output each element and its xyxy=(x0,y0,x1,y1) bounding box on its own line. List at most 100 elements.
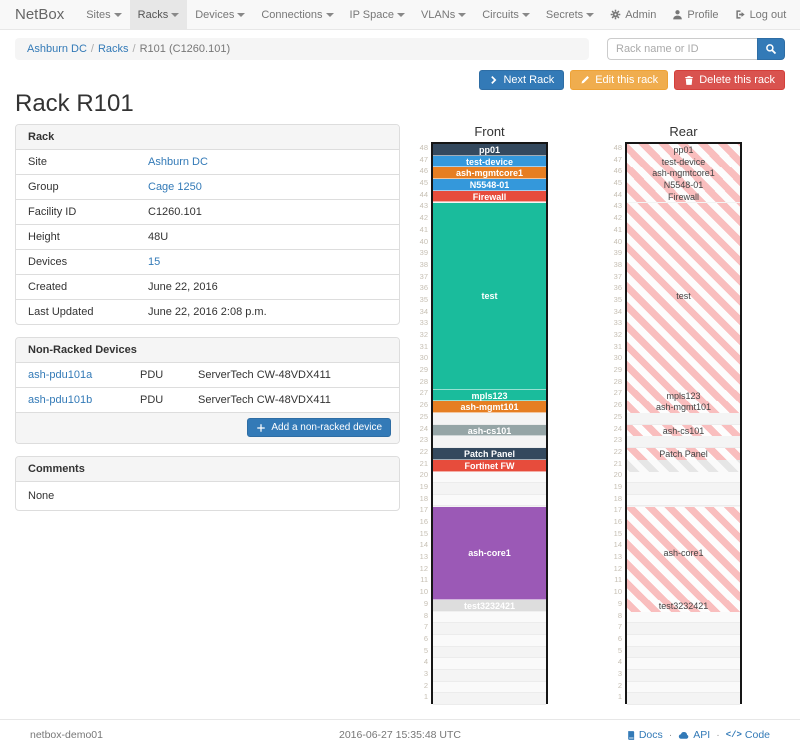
unit-number: 15 xyxy=(419,528,428,538)
book-icon xyxy=(626,730,636,741)
delete-rack-button[interactable]: Delete this rack xyxy=(674,70,785,90)
device-block-ash-mgmt101[interactable]: ash-mgmt101 xyxy=(627,401,740,414)
footer-link-api[interactable]: API xyxy=(678,729,710,741)
chevron-down-icon xyxy=(171,13,180,18)
unit-number: 8 xyxy=(617,610,622,620)
unit-number: 44 xyxy=(613,189,622,199)
content-row: Rack Site Ashburn DC Group Cage 1250 Facilit… xyxy=(15,124,785,705)
non-racked-panel-title: Non-Racked Devices xyxy=(16,338,399,363)
unit-number: 45 xyxy=(613,178,622,188)
search-input[interactable] xyxy=(607,38,757,60)
nav-item-sites[interactable]: Sites xyxy=(78,0,129,29)
unit-number: 5 xyxy=(617,645,622,655)
search-button[interactable] xyxy=(757,38,785,60)
chevron-down-icon xyxy=(237,13,246,18)
device-block-pp01[interactable]: pp01 xyxy=(627,144,740,156)
rack-detail-value[interactable]: Ashburn DC xyxy=(148,156,208,168)
unit-number: 31 xyxy=(419,341,428,351)
footer-link-docs[interactable]: Docs xyxy=(626,729,663,741)
edit-rack-button[interactable]: Edit this rack xyxy=(570,70,669,90)
unit-number: 36 xyxy=(419,283,428,293)
device-link[interactable]: ash-pdu101a xyxy=(28,369,93,381)
unit-number: 39 xyxy=(613,248,622,258)
rack-unit-slot xyxy=(433,623,546,635)
main-container: Ashburn DC/Racks/R101 (C1260.101) Next R… xyxy=(0,30,800,719)
device-block-test-device[interactable]: test-device xyxy=(433,155,546,168)
rack-detail-value[interactable]: Cage 1250 xyxy=(148,181,202,193)
unit-number: 17 xyxy=(419,505,428,515)
unit-number: 47 xyxy=(419,154,428,164)
nav-item-vlans[interactable]: VLANs xyxy=(413,0,474,29)
device-block-ash-cs101[interactable]: ash-cs101 xyxy=(627,424,740,437)
device-block-patch-panel[interactable]: Patch Panel xyxy=(433,448,546,460)
unit-number: 24 xyxy=(419,423,428,433)
rack-unit-slot xyxy=(433,436,546,448)
rack-unit-slot xyxy=(627,646,740,659)
device-block-test[interactable]: test xyxy=(433,202,546,390)
rack-unit-slot xyxy=(433,646,546,659)
device-link[interactable]: ash-pdu101b xyxy=(28,394,93,406)
chevron-down-icon xyxy=(325,13,334,18)
comments-body: None xyxy=(28,489,55,502)
front-unit-numbers: 48 47 46 45 44 43 42 41 40 39 38 37 36 35 34 33 32 31 30 29… xyxy=(417,142,431,704)
nav-item-racks[interactable]: Racks xyxy=(129,0,188,29)
rack-detail-row: Last Updated June 22, 2016 2:08 p.m. xyxy=(16,299,399,324)
nav-item-ip-space[interactable]: IP Space xyxy=(342,0,413,29)
non-racked-device-row: ash-pdu101b PDU ServerTech CW-48VDX411 xyxy=(16,387,399,412)
device-block-pp01[interactable]: pp01 xyxy=(433,144,546,156)
device-block-test[interactable]: test xyxy=(627,202,740,390)
device-block-patch-panel[interactable]: Patch Panel xyxy=(627,448,740,460)
device-block-test-device[interactable]: test-device xyxy=(627,155,740,168)
device-block-mpls123[interactable]: mpls123 xyxy=(627,389,740,402)
nav-item-circuits[interactable]: Circuits xyxy=(474,0,538,29)
footer-hostname: netbox-demo01 xyxy=(30,729,103,741)
unit-number: 13 xyxy=(613,552,622,562)
device-block-ash-mgmtcore1[interactable]: ash-mgmtcore1 xyxy=(627,167,740,180)
device-block-ash-mgmtcore1[interactable]: ash-mgmtcore1 xyxy=(433,167,546,180)
nav-item-connections[interactable]: Connections xyxy=(253,0,341,29)
unit-number: 4 xyxy=(617,657,622,667)
nav-item-secrets[interactable]: Secrets xyxy=(538,0,602,29)
nav-item-log-out[interactable]: Log out xyxy=(727,0,795,29)
unit-number: 38 xyxy=(613,259,622,269)
device-block-firewall[interactable]: Firewall xyxy=(627,190,740,203)
unit-number: 10 xyxy=(613,587,622,597)
device-block-ash-mgmt101[interactable]: ash-mgmt101 xyxy=(433,401,546,414)
unit-number: 42 xyxy=(419,213,428,223)
device-block-ash-core1[interactable]: ash-core1 xyxy=(627,506,740,601)
device-block-mpls123[interactable]: mpls123 xyxy=(433,389,546,402)
rack-unit-slot xyxy=(433,412,546,425)
nav-item-admin[interactable]: Admin xyxy=(602,0,664,29)
device-block-fortinet-fw[interactable]: Fortinet FW xyxy=(433,459,546,472)
device-block-n5548-01[interactable]: N5548-01 xyxy=(433,179,546,191)
breadcrumb-item[interactable]: Ashburn DC xyxy=(27,43,87,55)
device-block-n5548-01[interactable]: N5548-01 xyxy=(627,179,740,191)
unit-number: 44 xyxy=(419,189,428,199)
rack-panel-title: Rack xyxy=(16,125,399,150)
rear-unit-numbers: 48 47 46 45 44 43 42 41 40 39 38 37 36 35 34 33 32 31 30 29… xyxy=(611,142,625,704)
app-brand[interactable]: NetBox xyxy=(15,6,65,23)
unit-number: 32 xyxy=(613,330,622,339)
unit-number: 14 xyxy=(419,540,428,550)
rack-detail-value[interactable]: 15 xyxy=(148,256,161,268)
nav-item-profile[interactable]: Profile xyxy=(664,0,726,29)
next-rack-button[interactable]: Next Rack xyxy=(479,70,565,90)
device-block-test3232421[interactable]: test3232421 xyxy=(627,600,740,612)
unit-number: 8 xyxy=(423,610,428,620)
footer-link-code[interactable]: </> Code xyxy=(725,729,770,741)
breadcrumb-item[interactable]: Racks xyxy=(97,43,129,55)
non-racked-devices-panel: Non-Racked Devices ash-pdu101a PDU ServerT… xyxy=(15,337,400,444)
add-non-racked-device-button[interactable]: Add a non-racked device xyxy=(247,418,391,437)
unit-number: 26 xyxy=(613,400,622,410)
unit-number: 22 xyxy=(613,446,622,456)
device-block-firewall[interactable]: Firewall xyxy=(433,190,546,203)
rack-unit-slot xyxy=(433,658,546,670)
device-block-test3232421[interactable]: test3232421 xyxy=(433,600,546,612)
unit-number: 47 xyxy=(613,154,622,164)
device-block-ash-cs101[interactable]: ash-cs101 xyxy=(433,424,546,437)
device-block-fortinet-fw[interactable] xyxy=(627,459,740,472)
device-block-ash-core1[interactable]: ash-core1 xyxy=(433,506,546,601)
nav-item-devices[interactable]: Devices xyxy=(187,0,253,29)
unit-number: 5 xyxy=(423,645,428,655)
comments-panel-title: Comments xyxy=(16,456,399,482)
